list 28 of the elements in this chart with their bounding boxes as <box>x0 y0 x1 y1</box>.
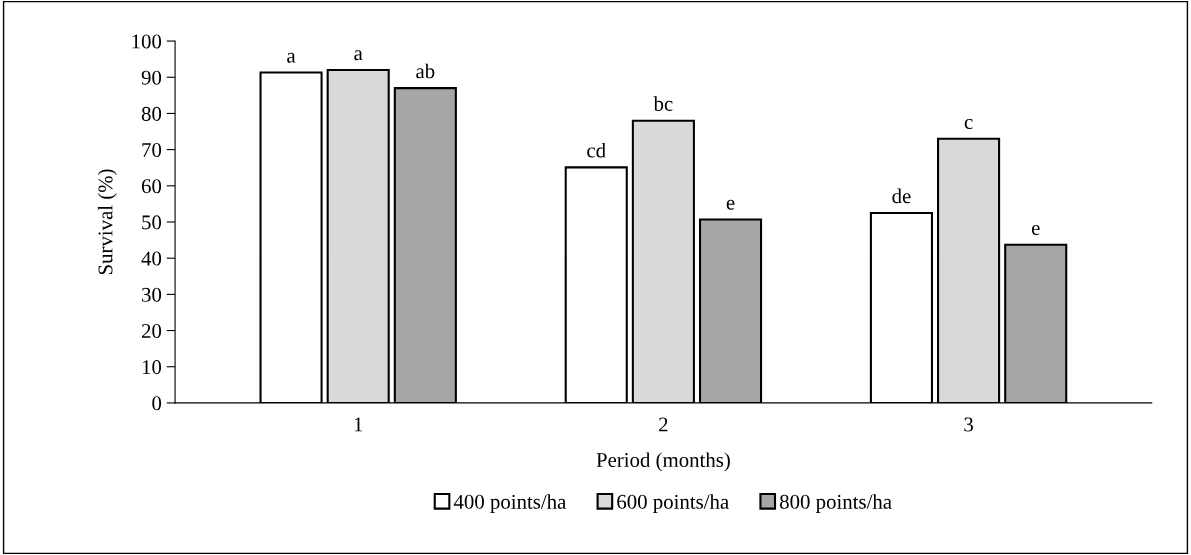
data-label: ab <box>416 63 435 79</box>
y-tick-label: 30 <box>142 287 162 302</box>
legend-label: 600 points/ha <box>617 494 729 514</box>
y-tick-label: 100 <box>132 34 162 49</box>
y-tick-label: 60 <box>141 179 162 194</box>
data-label: a <box>287 52 296 63</box>
legend-label: 400 points/ha <box>453 494 567 514</box>
data-label: de <box>892 188 911 204</box>
x-axis-title: Period (months) <box>596 452 730 472</box>
data-label: e <box>726 199 735 210</box>
y-tick-label: 20 <box>141 323 162 338</box>
data-label: c <box>964 118 973 129</box>
data-label: cd <box>587 142 606 158</box>
data-label: bc <box>653 96 673 111</box>
y-tick-label: 90 <box>141 70 162 85</box>
data-label: e <box>1031 224 1040 236</box>
y-tick-label: 70 <box>142 143 162 158</box>
y-tick-label: 10 <box>142 360 162 375</box>
y-axis-title: Survival (%) <box>97 169 117 275</box>
y-tick-label: 80 <box>141 106 162 121</box>
y-tick-label: 40 <box>141 251 162 266</box>
legend-label: 800 points/ha <box>779 494 892 514</box>
data-label: a <box>354 50 363 61</box>
x-tick-label: 2 <box>659 417 668 432</box>
x-tick-label: 1 <box>354 417 363 432</box>
y-tick-label: 50 <box>142 215 162 230</box>
y-tick-label: 0 <box>152 396 162 411</box>
x-tick-label: 3 <box>964 417 973 432</box>
